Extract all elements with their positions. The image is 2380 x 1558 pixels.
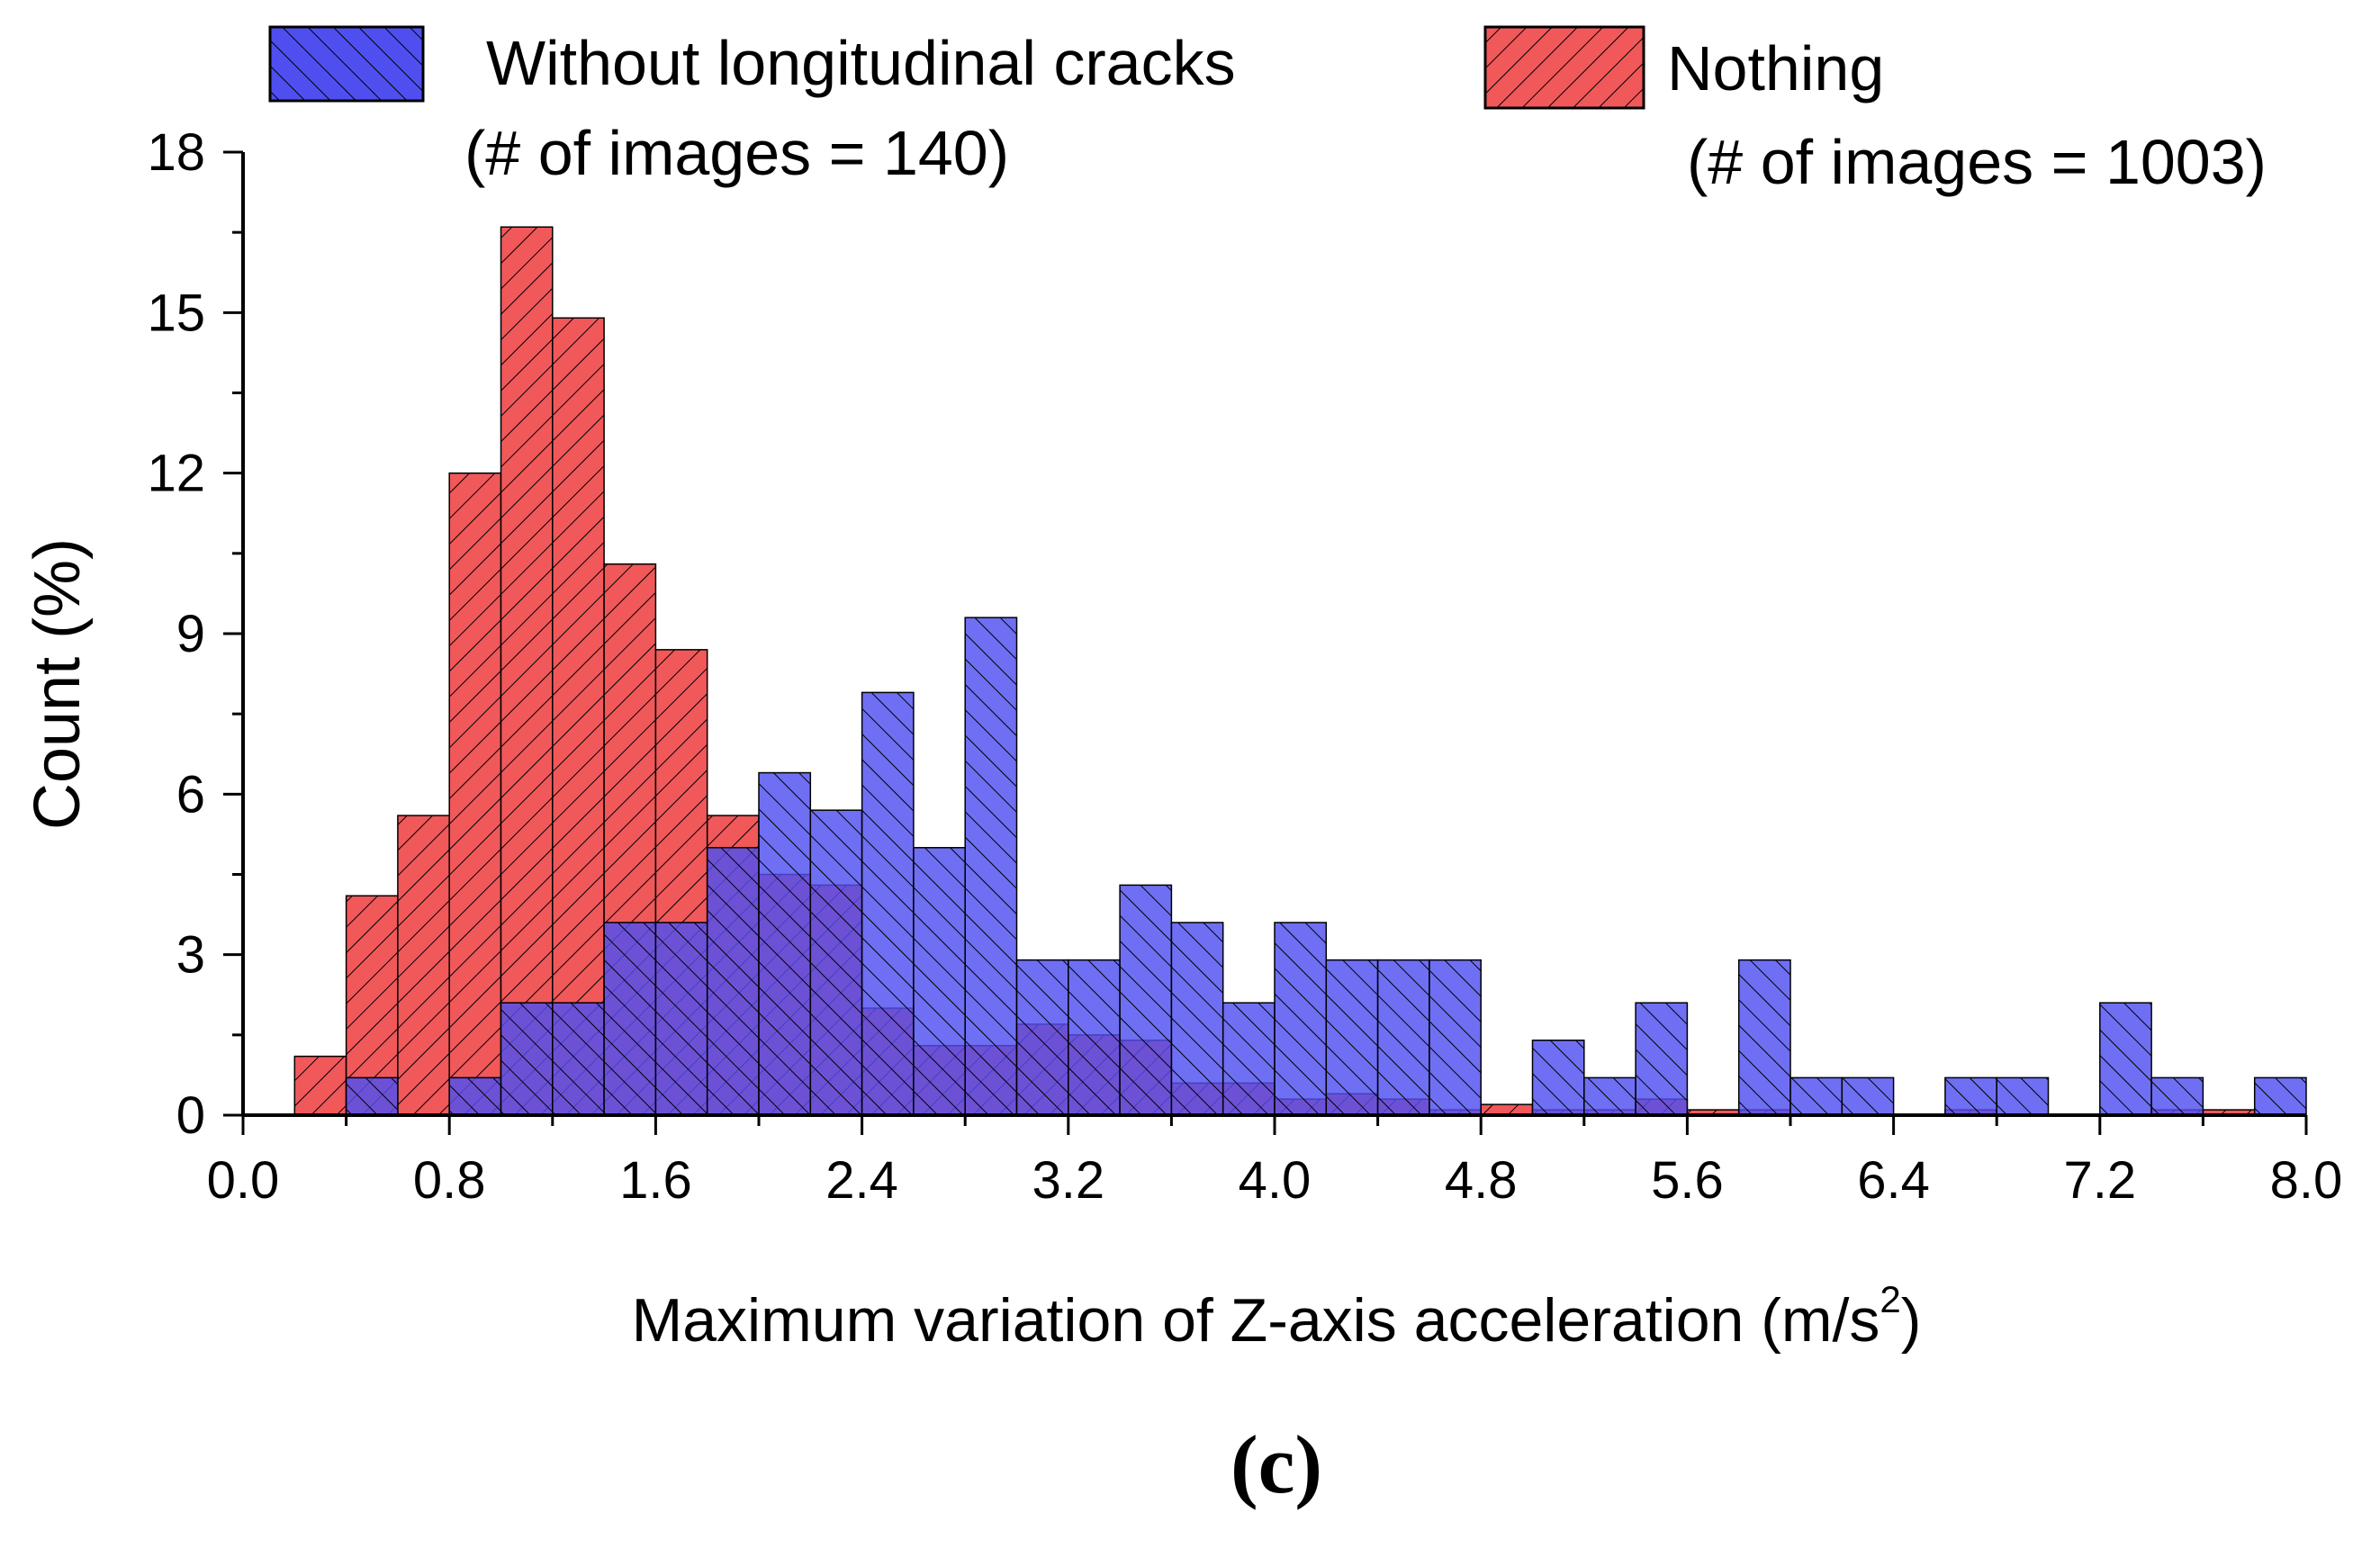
x-tick-label: 6.4	[1857, 1151, 1930, 1210]
panel-label: (c)	[1231, 1418, 1322, 1510]
y-tick-label: 6	[176, 765, 205, 824]
legend-count-without-cracks: (# of images = 140)	[464, 118, 1009, 188]
x-tick-label: 4.8	[1445, 1151, 1518, 1210]
y-tick-label: 3	[176, 926, 205, 985]
bar-hatch-without-cracks	[1737, 959, 1791, 1116]
bar-hatch-without-cracks	[1015, 959, 1069, 1116]
bar-hatch-without-cracks	[654, 922, 708, 1116]
tick-labels: 0.0 0.8 1.6 2.4 3.2 4.0 4.8 5.6 6.4 7.2 8.0 0 3 6 9 12 1…	[147, 123, 2342, 1210]
axes	[223, 150, 2308, 1135]
x-axis-label-text: Maximum variation of Z-axis acceleration…	[632, 1286, 1880, 1355]
bar-hatch-without-cracks	[1790, 1076, 1844, 1116]
bar-hatch-nothing	[448, 472, 502, 1116]
x-tick-label: 1.6	[619, 1151, 692, 1210]
x-tick-label: 0.8	[413, 1151, 486, 1210]
bar-hatch-without-cracks	[1325, 959, 1379, 1116]
legend: Without longitudinal cracks (# of images…	[268, 25, 2267, 197]
bar-hatch-without-cracks	[2150, 1076, 2204, 1116]
y-tick-label: 9	[176, 605, 205, 663]
bar-hatch-without-cracks	[1841, 1076, 1895, 1116]
bar-hatch-without-cracks	[1531, 1040, 1585, 1116]
series-without-cracks-bars	[345, 617, 2307, 1116]
y-tick-label: 15	[147, 284, 205, 342]
bar-hatch-without-cracks	[1429, 959, 1482, 1116]
bar-hatch-without-cracks	[1119, 884, 1173, 1116]
bar-hatch-without-cracks	[1222, 1002, 1276, 1116]
bar-hatch-nothing	[397, 815, 450, 1116]
bar-hatch-without-cracks	[345, 1076, 399, 1116]
bar-hatch-without-cracks	[861, 691, 915, 1116]
legend-label-without-cracks: Without longitudinal cracks	[486, 28, 1236, 98]
x-tick-label: 2.4	[825, 1151, 898, 1210]
bar-hatch-without-cracks	[1635, 1002, 1689, 1116]
x-tick-label: 0.0	[207, 1151, 280, 1210]
x-tick-label: 8.0	[2270, 1151, 2343, 1210]
x-axis-label-superscript: 2	[1880, 1278, 1900, 1320]
bar-hatch-nothing	[293, 1055, 347, 1116]
bar-hatch-without-cracks	[758, 771, 812, 1116]
bar-hatch-nothing	[500, 226, 554, 1116]
bar-hatch-without-cracks	[2099, 1002, 2152, 1116]
x-tick-label: 7.2	[2063, 1151, 2136, 1210]
bar-hatch-without-cracks	[603, 922, 657, 1116]
y-tick-label: 0	[176, 1086, 205, 1145]
y-axis-label: Count (%)	[22, 538, 94, 830]
y-tick-label: 12	[147, 445, 205, 503]
y-tick-label: 18	[147, 123, 205, 182]
bar-hatch-without-cracks	[809, 809, 863, 1116]
bar-hatch-without-cracks	[552, 1002, 605, 1116]
x-tick-label: 4.0	[1239, 1151, 1312, 1210]
x-axis-label: Maximum variation of Z-axis acceleration…	[632, 1278, 1922, 1355]
bar-hatch-without-cracks	[1376, 959, 1430, 1116]
bar-hatch-nothing	[552, 317, 605, 1116]
x-tick-label: 3.2	[1032, 1151, 1104, 1210]
bar-hatch-without-cracks	[1068, 959, 1121, 1116]
bar-hatch-without-cracks	[2253, 1076, 2307, 1116]
legend-count-nothing: (# of images = 1003)	[1687, 127, 2267, 197]
x-tick-label: 5.6	[1651, 1151, 1724, 1210]
bar-hatch-without-cracks	[500, 1002, 554, 1116]
bar-hatch-without-cracks	[1996, 1076, 2050, 1116]
bar-hatch-without-cracks	[448, 1076, 502, 1116]
x-axis-label-close: )	[1901, 1286, 1922, 1355]
bar-hatch-without-cracks	[1170, 922, 1224, 1116]
bar-hatch-without-cracks	[706, 847, 760, 1116]
legend-label-nothing: Nothing	[1667, 33, 1884, 104]
bar-hatch-without-cracks	[1274, 922, 1328, 1116]
bar-hatch-without-cracks	[964, 617, 1018, 1116]
bar-hatch-without-cracks	[1583, 1076, 1636, 1116]
bar-hatch-without-cracks	[1944, 1076, 1997, 1116]
bar-hatch-without-cracks	[913, 847, 966, 1116]
